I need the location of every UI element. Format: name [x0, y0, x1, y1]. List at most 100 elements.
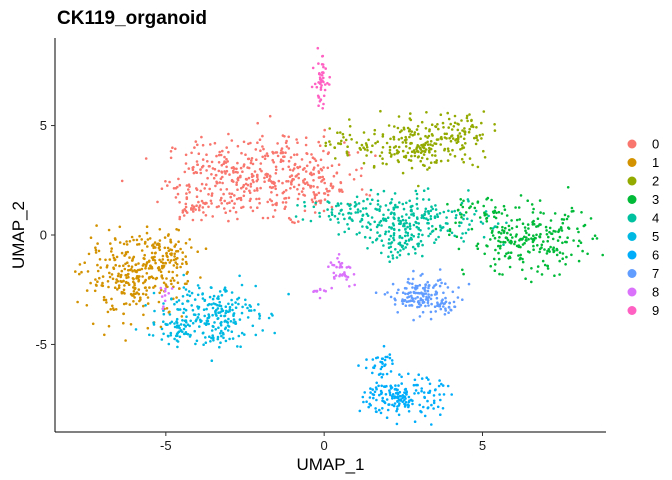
- point-cluster-6: [381, 373, 385, 376]
- point-cluster-7: [406, 281, 410, 284]
- point-cluster-1: [122, 279, 125, 283]
- point-cluster-5: [190, 304, 193, 307]
- point-cluster-0: [225, 157, 228, 161]
- point-cluster-6: [381, 362, 384, 365]
- point-cluster-4: [312, 205, 316, 209]
- point-cluster-0: [310, 173, 314, 177]
- point-cluster-0: [272, 161, 276, 164]
- point-cluster-6: [407, 410, 411, 413]
- legend-label: 2: [652, 174, 659, 189]
- point-cluster-5: [230, 330, 234, 334]
- point-cluster-0: [269, 175, 272, 178]
- point-cluster-5: [201, 297, 205, 300]
- point-cluster-0: [320, 180, 323, 183]
- point-cluster-3: [454, 221, 457, 225]
- point-cluster-2: [443, 132, 447, 136]
- point-cluster-0: [296, 188, 299, 191]
- point-cluster-5: [169, 331, 173, 335]
- point-cluster-2: [392, 138, 396, 141]
- point-cluster-5: [232, 321, 235, 324]
- point-cluster-0: [185, 192, 188, 195]
- point-cluster-3: [499, 240, 502, 244]
- point-cluster-7: [401, 302, 405, 306]
- point-cluster-5: [258, 317, 261, 320]
- point-cluster-7: [404, 304, 408, 308]
- point-cluster-2: [381, 135, 385, 138]
- point-cluster-7: [410, 294, 413, 298]
- point-cluster-0: [232, 206, 235, 210]
- point-cluster-5: [216, 307, 220, 310]
- point-cluster-7: [383, 293, 387, 296]
- point-cluster-6: [438, 379, 441, 382]
- point-cluster-7: [457, 286, 460, 289]
- point-cluster-4: [396, 205, 399, 209]
- point-cluster-1: [196, 250, 199, 253]
- point-cluster-8: [330, 286, 334, 290]
- point-cluster-7: [449, 308, 453, 312]
- point-cluster-3: [499, 244, 502, 248]
- point-cluster-2: [468, 127, 472, 131]
- point-cluster-0: [191, 218, 195, 222]
- point-cluster-2: [350, 138, 353, 141]
- point-cluster-3: [567, 227, 571, 230]
- point-cluster-1: [117, 272, 120, 276]
- point-cluster-0: [194, 140, 198, 143]
- point-cluster-4: [401, 218, 405, 222]
- point-cluster-4: [330, 208, 334, 211]
- point-cluster-3: [532, 244, 535, 248]
- point-cluster-4: [403, 224, 406, 228]
- point-cluster-0: [240, 206, 243, 209]
- point-cluster-0: [322, 177, 326, 181]
- point-cluster-2: [373, 128, 377, 132]
- point-cluster-9: [317, 81, 320, 84]
- point-cluster-0: [223, 155, 226, 159]
- point-cluster-5: [185, 332, 188, 336]
- point-cluster-7: [444, 300, 448, 304]
- point-cluster-0: [256, 141, 259, 144]
- point-cluster-6: [383, 385, 387, 389]
- point-cluster-6: [400, 382, 404, 385]
- point-cluster-2: [365, 154, 368, 157]
- point-cluster-0: [200, 218, 203, 222]
- point-cluster-0: [236, 177, 239, 181]
- point-cluster-8: [332, 263, 336, 267]
- point-cluster-1: [140, 267, 144, 271]
- point-cluster-3: [508, 255, 512, 258]
- point-cluster-3: [528, 251, 531, 254]
- point-cluster-2: [339, 131, 342, 134]
- point-cluster-1: [98, 276, 101, 280]
- point-cluster-6: [423, 395, 426, 399]
- point-cluster-1: [131, 257, 135, 260]
- point-cluster-3: [550, 232, 554, 235]
- point-cluster-1: [113, 286, 117, 290]
- point-cluster-3: [531, 220, 534, 224]
- point-cluster-1: [98, 258, 102, 261]
- point-cluster-1: [131, 294, 134, 297]
- point-cluster-2: [435, 138, 439, 141]
- point-cluster-2: [426, 136, 429, 139]
- point-cluster-5: [201, 331, 205, 335]
- point-cluster-6: [434, 388, 437, 391]
- point-cluster-0: [289, 187, 292, 190]
- point-cluster-2: [468, 157, 472, 160]
- point-cluster-4: [362, 207, 365, 210]
- point-cluster-0: [204, 214, 208, 217]
- point-cluster-0: [297, 220, 300, 223]
- point-cluster-6: [432, 401, 436, 405]
- point-cluster-3: [498, 247, 502, 250]
- point-cluster-0: [300, 158, 304, 161]
- point-cluster-2: [418, 146, 422, 150]
- point-cluster-1: [95, 284, 98, 287]
- point-cluster-1: [118, 225, 122, 229]
- point-cluster-4: [363, 235, 367, 239]
- point-cluster-4: [360, 218, 364, 222]
- point-cluster-9: [324, 67, 328, 70]
- point-cluster-5: [246, 306, 249, 310]
- point-cluster-6: [388, 391, 392, 395]
- point-cluster-1: [125, 240, 128, 243]
- point-cluster-2: [397, 145, 401, 149]
- point-cluster-6: [357, 364, 360, 367]
- point-cluster-4: [405, 213, 408, 216]
- point-cluster-5: [134, 328, 138, 331]
- point-cluster-7: [418, 315, 422, 318]
